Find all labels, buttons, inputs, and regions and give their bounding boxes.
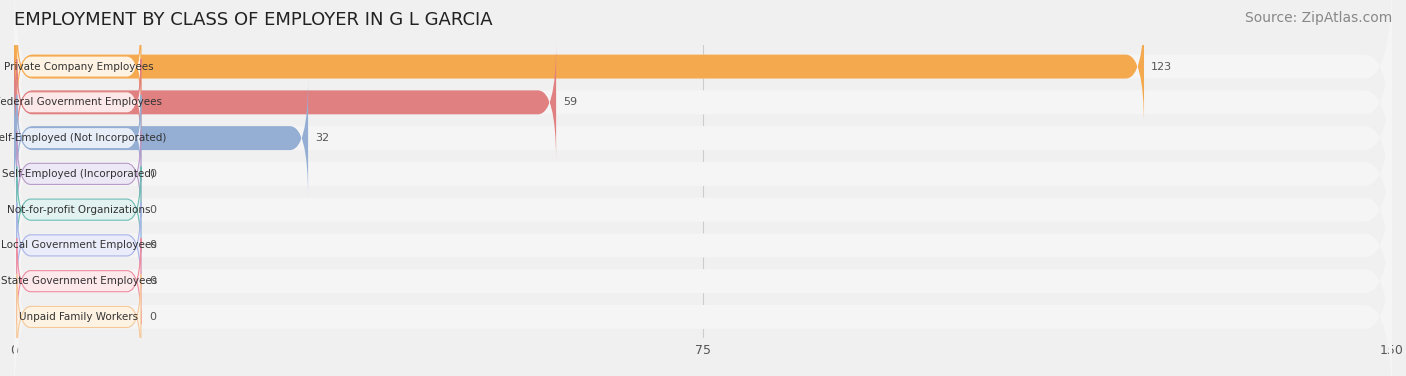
Text: 0: 0 [149, 205, 156, 215]
FancyBboxPatch shape [14, 43, 557, 162]
Text: 0: 0 [149, 312, 156, 322]
FancyBboxPatch shape [14, 43, 1392, 233]
Text: 123: 123 [1152, 62, 1173, 71]
Text: Not-for-profit Organizations: Not-for-profit Organizations [7, 205, 150, 215]
FancyBboxPatch shape [14, 79, 1392, 269]
Text: 0: 0 [149, 240, 156, 250]
Text: 0: 0 [149, 169, 156, 179]
FancyBboxPatch shape [17, 23, 141, 110]
FancyBboxPatch shape [14, 79, 308, 198]
Text: 59: 59 [564, 97, 578, 107]
FancyBboxPatch shape [17, 95, 141, 181]
FancyBboxPatch shape [14, 150, 1392, 341]
Text: Local Government Employees: Local Government Employees [1, 240, 156, 250]
FancyBboxPatch shape [17, 202, 141, 288]
FancyBboxPatch shape [14, 7, 1144, 126]
Text: Self-Employed (Not Incorporated): Self-Employed (Not Incorporated) [0, 133, 166, 143]
FancyBboxPatch shape [17, 238, 141, 324]
FancyBboxPatch shape [14, 114, 1392, 305]
Text: 0: 0 [149, 276, 156, 286]
Text: EMPLOYMENT BY CLASS OF EMPLOYER IN G L GARCIA: EMPLOYMENT BY CLASS OF EMPLOYER IN G L G… [14, 11, 492, 29]
FancyBboxPatch shape [14, 7, 1392, 198]
Text: Unpaid Family Workers: Unpaid Family Workers [20, 312, 138, 322]
Text: Source: ZipAtlas.com: Source: ZipAtlas.com [1244, 11, 1392, 25]
FancyBboxPatch shape [17, 167, 141, 253]
Text: Federal Government Employees: Federal Government Employees [0, 97, 162, 107]
FancyBboxPatch shape [14, 221, 1392, 376]
Text: Private Company Employees: Private Company Employees [4, 62, 153, 71]
Text: 32: 32 [315, 133, 329, 143]
FancyBboxPatch shape [14, 0, 1392, 162]
FancyBboxPatch shape [17, 274, 141, 360]
FancyBboxPatch shape [17, 59, 141, 146]
Text: State Government Employees: State Government Employees [0, 276, 157, 286]
FancyBboxPatch shape [17, 131, 141, 217]
Text: Self-Employed (Incorporated): Self-Employed (Incorporated) [3, 169, 155, 179]
FancyBboxPatch shape [14, 186, 1392, 376]
